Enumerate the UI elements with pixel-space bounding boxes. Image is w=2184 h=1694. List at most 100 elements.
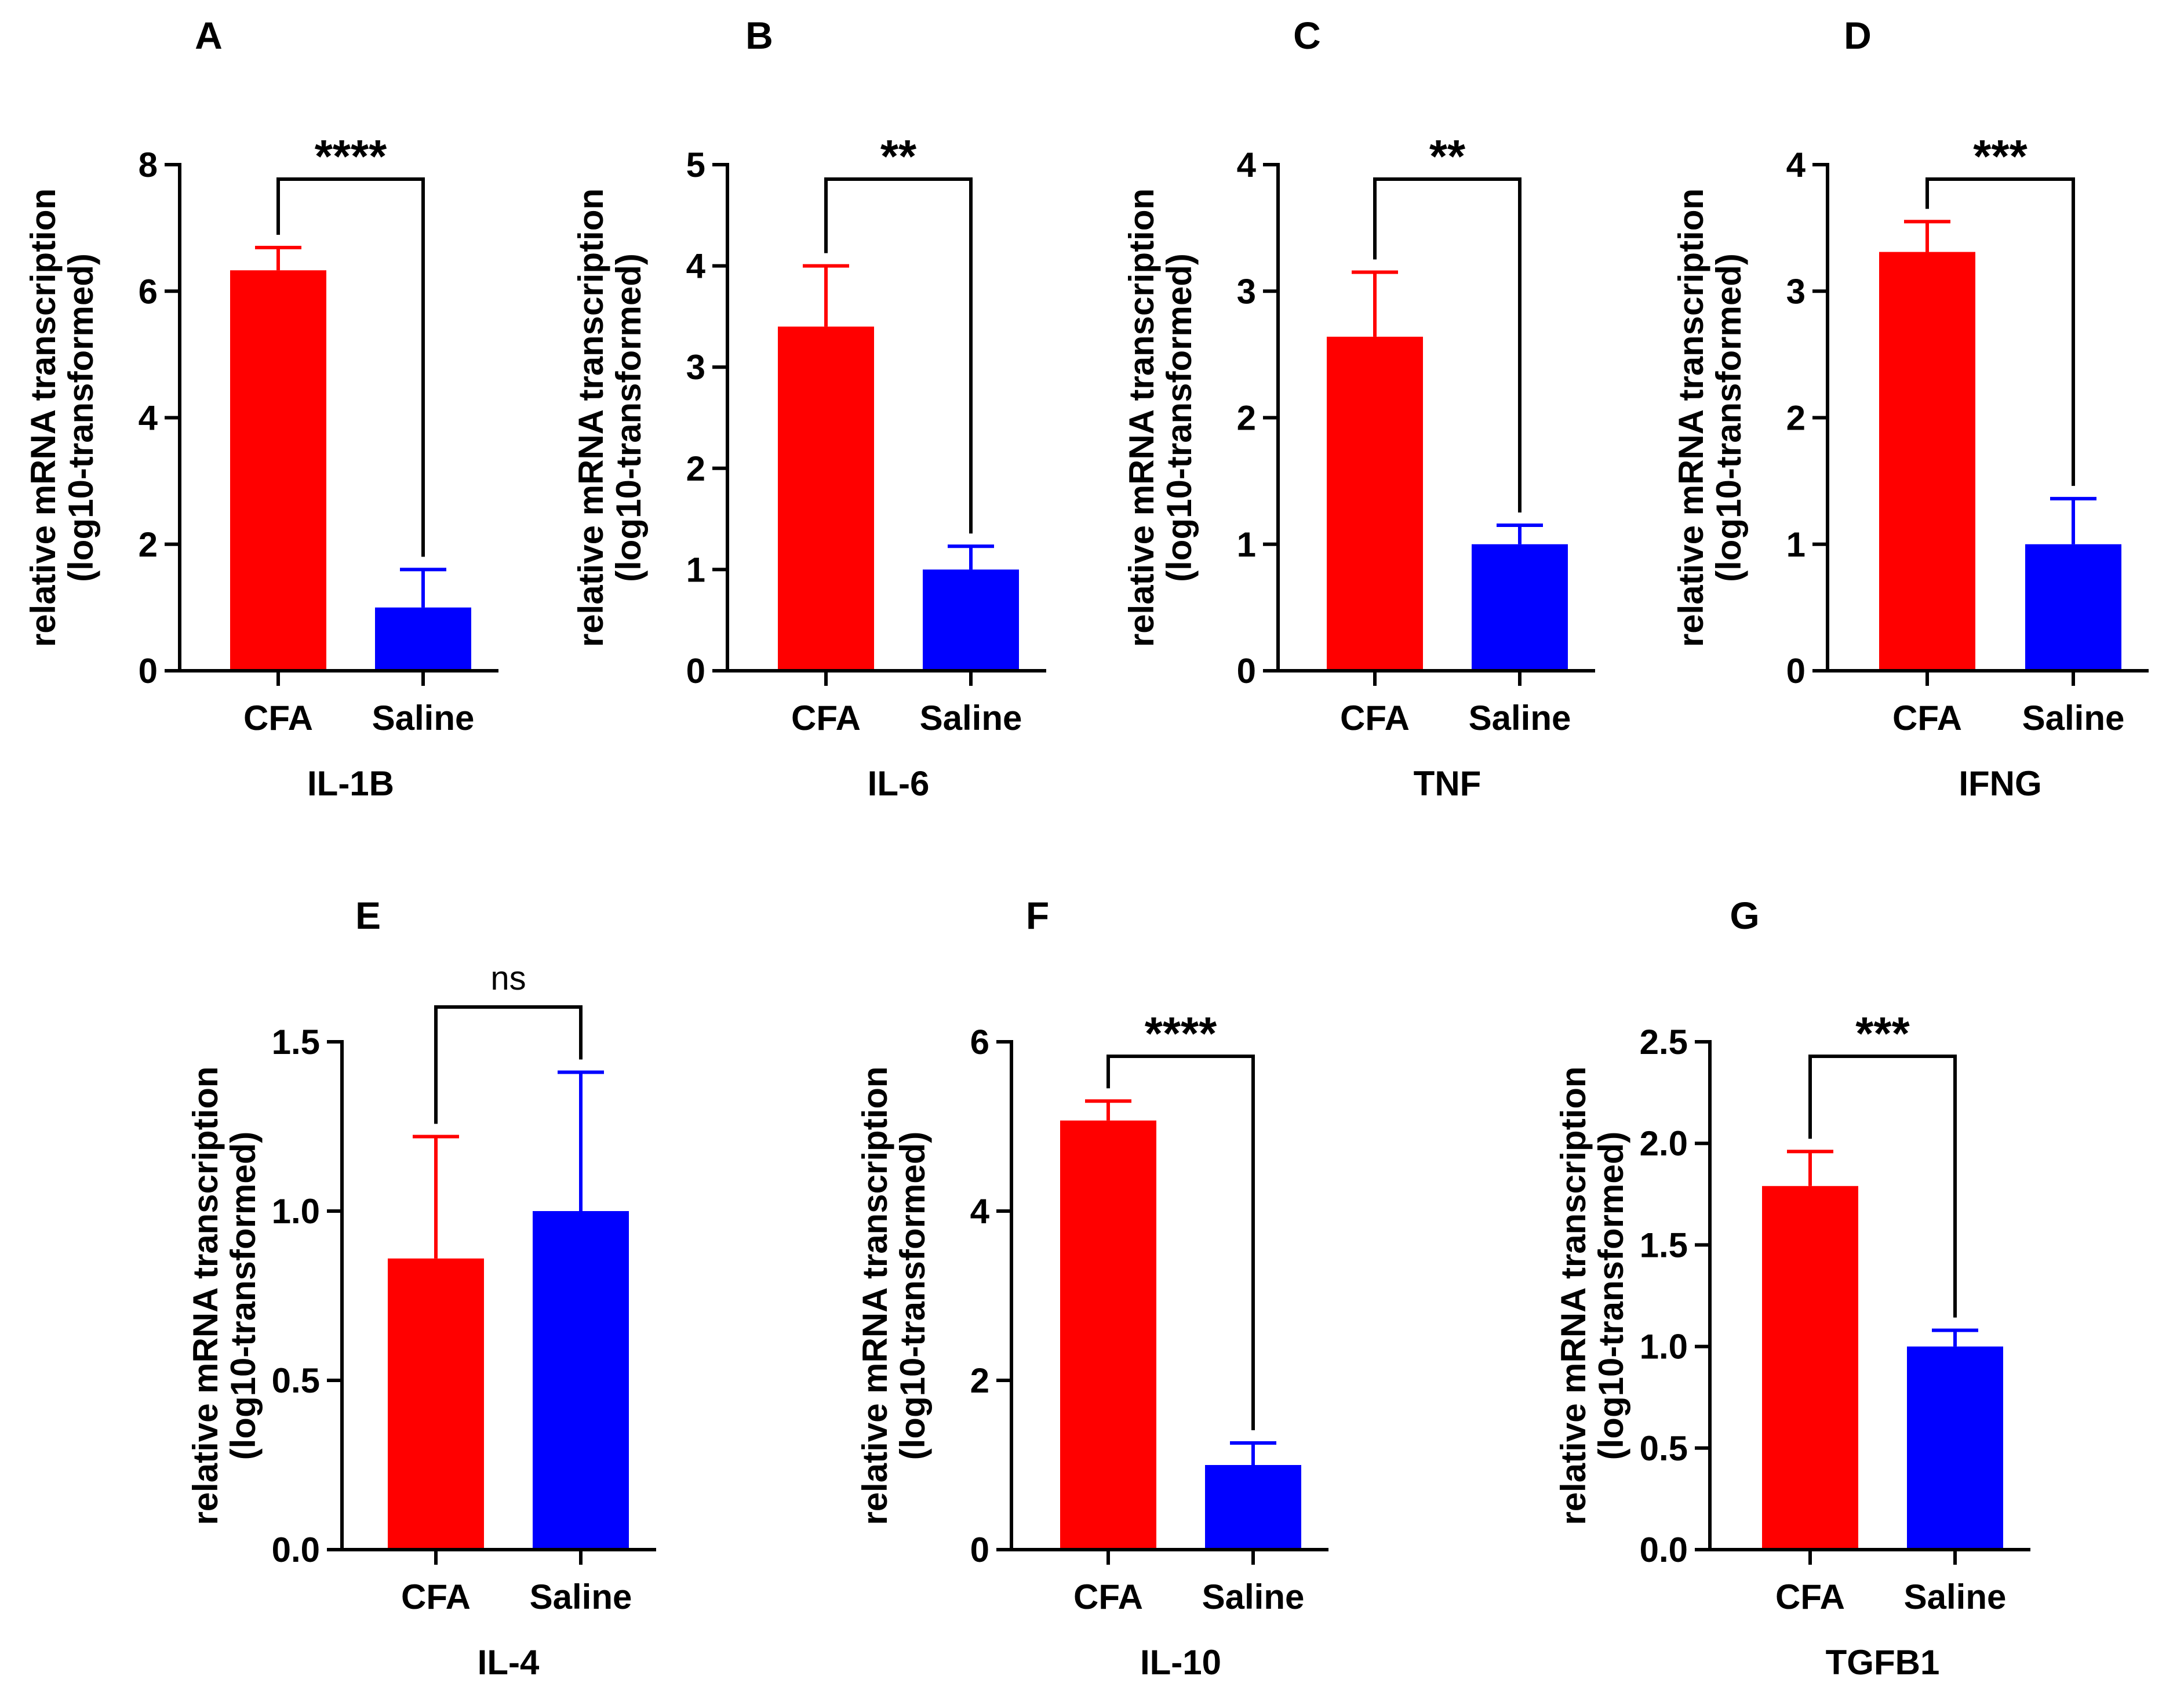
y-axis-label-line1: relative mRNA transcription [1554,1066,1593,1525]
panel-letter: F [1026,894,1049,937]
y-axis-label-line1: relative mRNA transcription [24,188,63,647]
y-tick-label: 0.5 [1640,1429,1688,1468]
y-tick-label: 1.5 [272,1023,320,1062]
significance-bracket [824,177,973,534]
y-axis-label-line1: relative mRNA transcription [1672,188,1710,647]
y-tick-label: 4 [970,1192,990,1231]
y-tick-label: 2 [686,449,705,488]
y-tick-label: 2 [1237,399,1256,438]
x-tick-label: CFA [1340,699,1410,737]
x-tick-label: Saline [372,699,475,737]
x-tick-label: Saline [2022,699,2125,737]
significance-label: ns [490,959,526,997]
panel-letter: D [1844,14,1872,57]
y-tick-label: 2 [139,525,158,564]
bar-cfa [388,1258,484,1550]
y-tick-label: 1.0 [272,1192,320,1231]
bar-saline [533,1211,629,1550]
y-axis-label-line1: relative mRNA transcription [856,1066,894,1525]
y-tick-label: 6 [139,272,158,311]
y-axis-label-line2: (log10-transformed) [893,1132,932,1460]
gene-label: TNF [1414,764,1482,803]
x-tick-label: Saline [1202,1577,1305,1616]
gene-label: IL-6 [868,764,930,803]
bar-saline [2025,544,2121,671]
y-tick-label: 6 [970,1023,989,1062]
y-axis-label-line2: (log10-transformed) [61,253,100,582]
significance-label: ** [880,130,917,182]
y-axis-label-line2: (log10-transformed) [1709,253,1748,582]
y-tick-label: 1.5 [1640,1226,1688,1264]
bar-cfa [1327,336,1423,671]
bar-cfa [1762,1186,1858,1550]
bar-saline [1907,1346,2003,1550]
y-tick-label: 4 [1237,146,1257,184]
y-tick-label: 1.0 [1640,1328,1688,1366]
significance-bracket [276,177,425,557]
x-tick-label: Saline [530,1577,632,1616]
x-tick-label: Saline [920,699,1022,737]
significance-label: **** [1145,1008,1217,1059]
y-axis-label-line1: relative mRNA transcription [186,1066,225,1525]
y-axis-label-line1: relative mRNA transcription [1122,188,1161,647]
significance-bracket [1808,1055,1957,1318]
y-axis-label-line2: (log10-transformed) [1160,253,1199,582]
significance-bracket [1373,177,1521,513]
y-tick-label: 2 [970,1361,989,1400]
y-tick-label: 0.0 [272,1531,320,1569]
bar-cfa [1060,1120,1156,1550]
y-tick-label: 1 [1237,525,1256,564]
y-axis-label-line2: (log10-transformed) [1592,1132,1630,1460]
bar-saline [923,569,1019,671]
y-tick-label: 0 [686,652,705,690]
y-axis-label-line2: (log10-transformed) [224,1132,263,1460]
y-tick-label: 0 [970,1531,989,1569]
y-tick-label: 2 [1786,399,1806,438]
panel-letter: E [355,894,381,937]
gene-label: IL-1B [307,764,394,803]
gene-label: IFNG [1959,764,2041,803]
x-tick-label: CFA [401,1577,471,1616]
panel-letter: C [1293,14,1321,57]
x-tick-label: CFA [1892,699,1962,737]
x-tick-label: CFA [243,699,313,737]
y-tick-label: 2.0 [1640,1124,1688,1163]
gene-label: IL-10 [1140,1643,1221,1682]
y-axis-label-line2: (log10-transformed) [609,253,648,582]
significance-label: *** [1973,130,2028,182]
y-tick-label: 3 [686,348,705,387]
significance-label: **** [315,130,387,182]
y-tick-label: 0 [139,652,158,690]
gene-label: TGFB1 [1826,1643,1940,1682]
y-tick-label: 1 [1786,525,1806,564]
panel-letter: G [1730,894,1759,937]
y-tick-label: 0 [1786,652,1806,690]
y-tick-label: 5 [686,146,705,184]
gene-label: IL-4 [478,1643,540,1682]
significance-bracket [1925,177,2075,486]
y-tick-label: 4 [686,247,706,286]
bar-cfa [1879,252,1975,671]
x-tick-label: CFA [791,699,861,737]
significance-label: *** [1855,1008,1910,1059]
bar-saline [1205,1465,1301,1550]
bar-saline [1472,544,1568,671]
y-tick-label: 1 [686,550,705,589]
significance-bracket [1106,1055,1255,1431]
y-tick-label: 4 [139,399,158,438]
x-tick-label: CFA [1073,1577,1143,1616]
x-tick-label: Saline [1904,1577,2007,1616]
bar-cfa [230,270,326,671]
significance-bracket [434,1005,583,1124]
panel-letter: A [195,14,223,57]
y-axis-label-line1: relative mRNA transcription [572,188,610,647]
y-tick-label: 2.5 [1640,1023,1688,1062]
y-tick-label: 0.5 [272,1361,320,1400]
